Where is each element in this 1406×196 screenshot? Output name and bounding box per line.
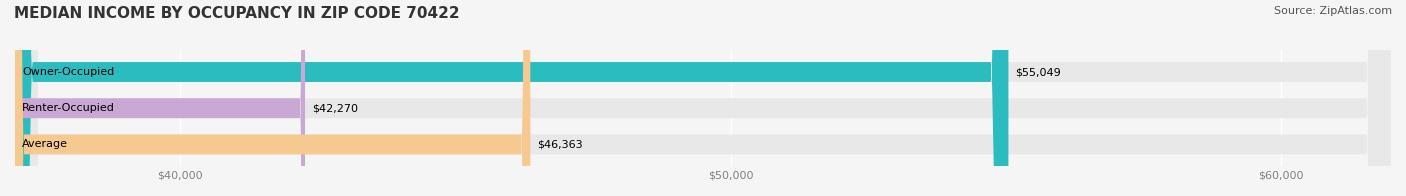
Text: Owner-Occupied: Owner-Occupied — [22, 67, 114, 77]
Text: MEDIAN INCOME BY OCCUPANCY IN ZIP CODE 70422: MEDIAN INCOME BY OCCUPANCY IN ZIP CODE 7… — [14, 6, 460, 21]
FancyBboxPatch shape — [15, 0, 1391, 196]
Text: $42,270: $42,270 — [312, 103, 359, 113]
FancyBboxPatch shape — [15, 0, 1008, 196]
FancyBboxPatch shape — [15, 0, 1391, 196]
FancyBboxPatch shape — [15, 0, 1391, 196]
Text: Source: ZipAtlas.com: Source: ZipAtlas.com — [1274, 6, 1392, 16]
Text: Renter-Occupied: Renter-Occupied — [22, 103, 115, 113]
Text: Average: Average — [22, 139, 67, 149]
Text: $55,049: $55,049 — [1015, 67, 1062, 77]
FancyBboxPatch shape — [15, 0, 530, 196]
Text: $46,363: $46,363 — [537, 139, 583, 149]
FancyBboxPatch shape — [15, 0, 305, 196]
